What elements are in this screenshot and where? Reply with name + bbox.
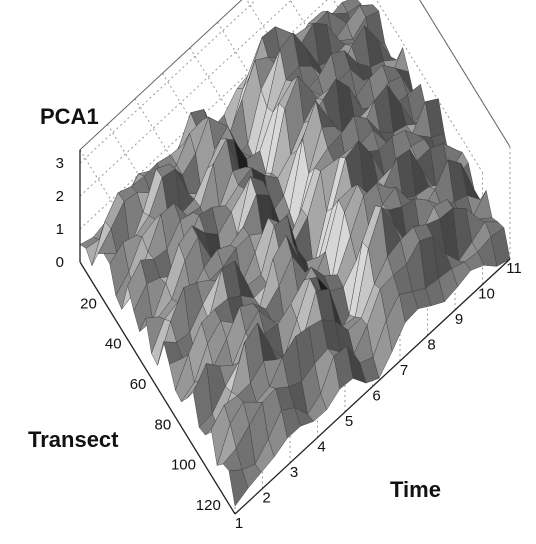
transect-tick-label: 60 (130, 376, 147, 393)
transect-tick-label: 120 (196, 497, 221, 514)
transect-tick-label: 40 (105, 336, 122, 353)
back-wall-edge (79, 0, 511, 151)
z-tick-label: 2 (56, 188, 64, 205)
time-tick-label: 2 (262, 490, 270, 507)
time-tick-label: 5 (345, 413, 353, 430)
z-tick-label: 1 (56, 221, 64, 238)
grid-line (375, 0, 483, 173)
time-tick-label: 9 (455, 311, 463, 328)
transect-tick-label: 80 (155, 416, 172, 433)
transect-axis-line (79, 261, 236, 515)
axes (79, 149, 511, 515)
time-tick-label: 6 (372, 388, 380, 405)
time-axis-title: Time (390, 477, 441, 502)
time-tick-label: 7 (400, 362, 408, 379)
time-tick-label: 10 (478, 286, 495, 303)
transect-tick-label: 100 (171, 457, 196, 474)
z-tick-label: 0 (56, 254, 64, 271)
tick-labels: 0 1 2 3 20 40 60 80 100 120 1 2 3 4 5 6 7 8 9 10 11 (56, 155, 522, 532)
time-tick-label: 3 (290, 464, 298, 481)
transect-axis-title: Transect (28, 427, 119, 452)
surface (79, 0, 511, 507)
time-tick-label: 4 (317, 439, 325, 456)
time-tick-label: 11 (506, 260, 522, 277)
time-axis-line (234, 258, 511, 515)
transect-tick-label: 20 (80, 295, 97, 312)
time-tick-label: 1 (235, 515, 243, 532)
z-tick-label: 3 (56, 155, 64, 172)
surface-facet (228, 469, 249, 507)
z-axis-title: PCA1 (40, 104, 99, 129)
time-tick-label: 8 (427, 337, 435, 354)
